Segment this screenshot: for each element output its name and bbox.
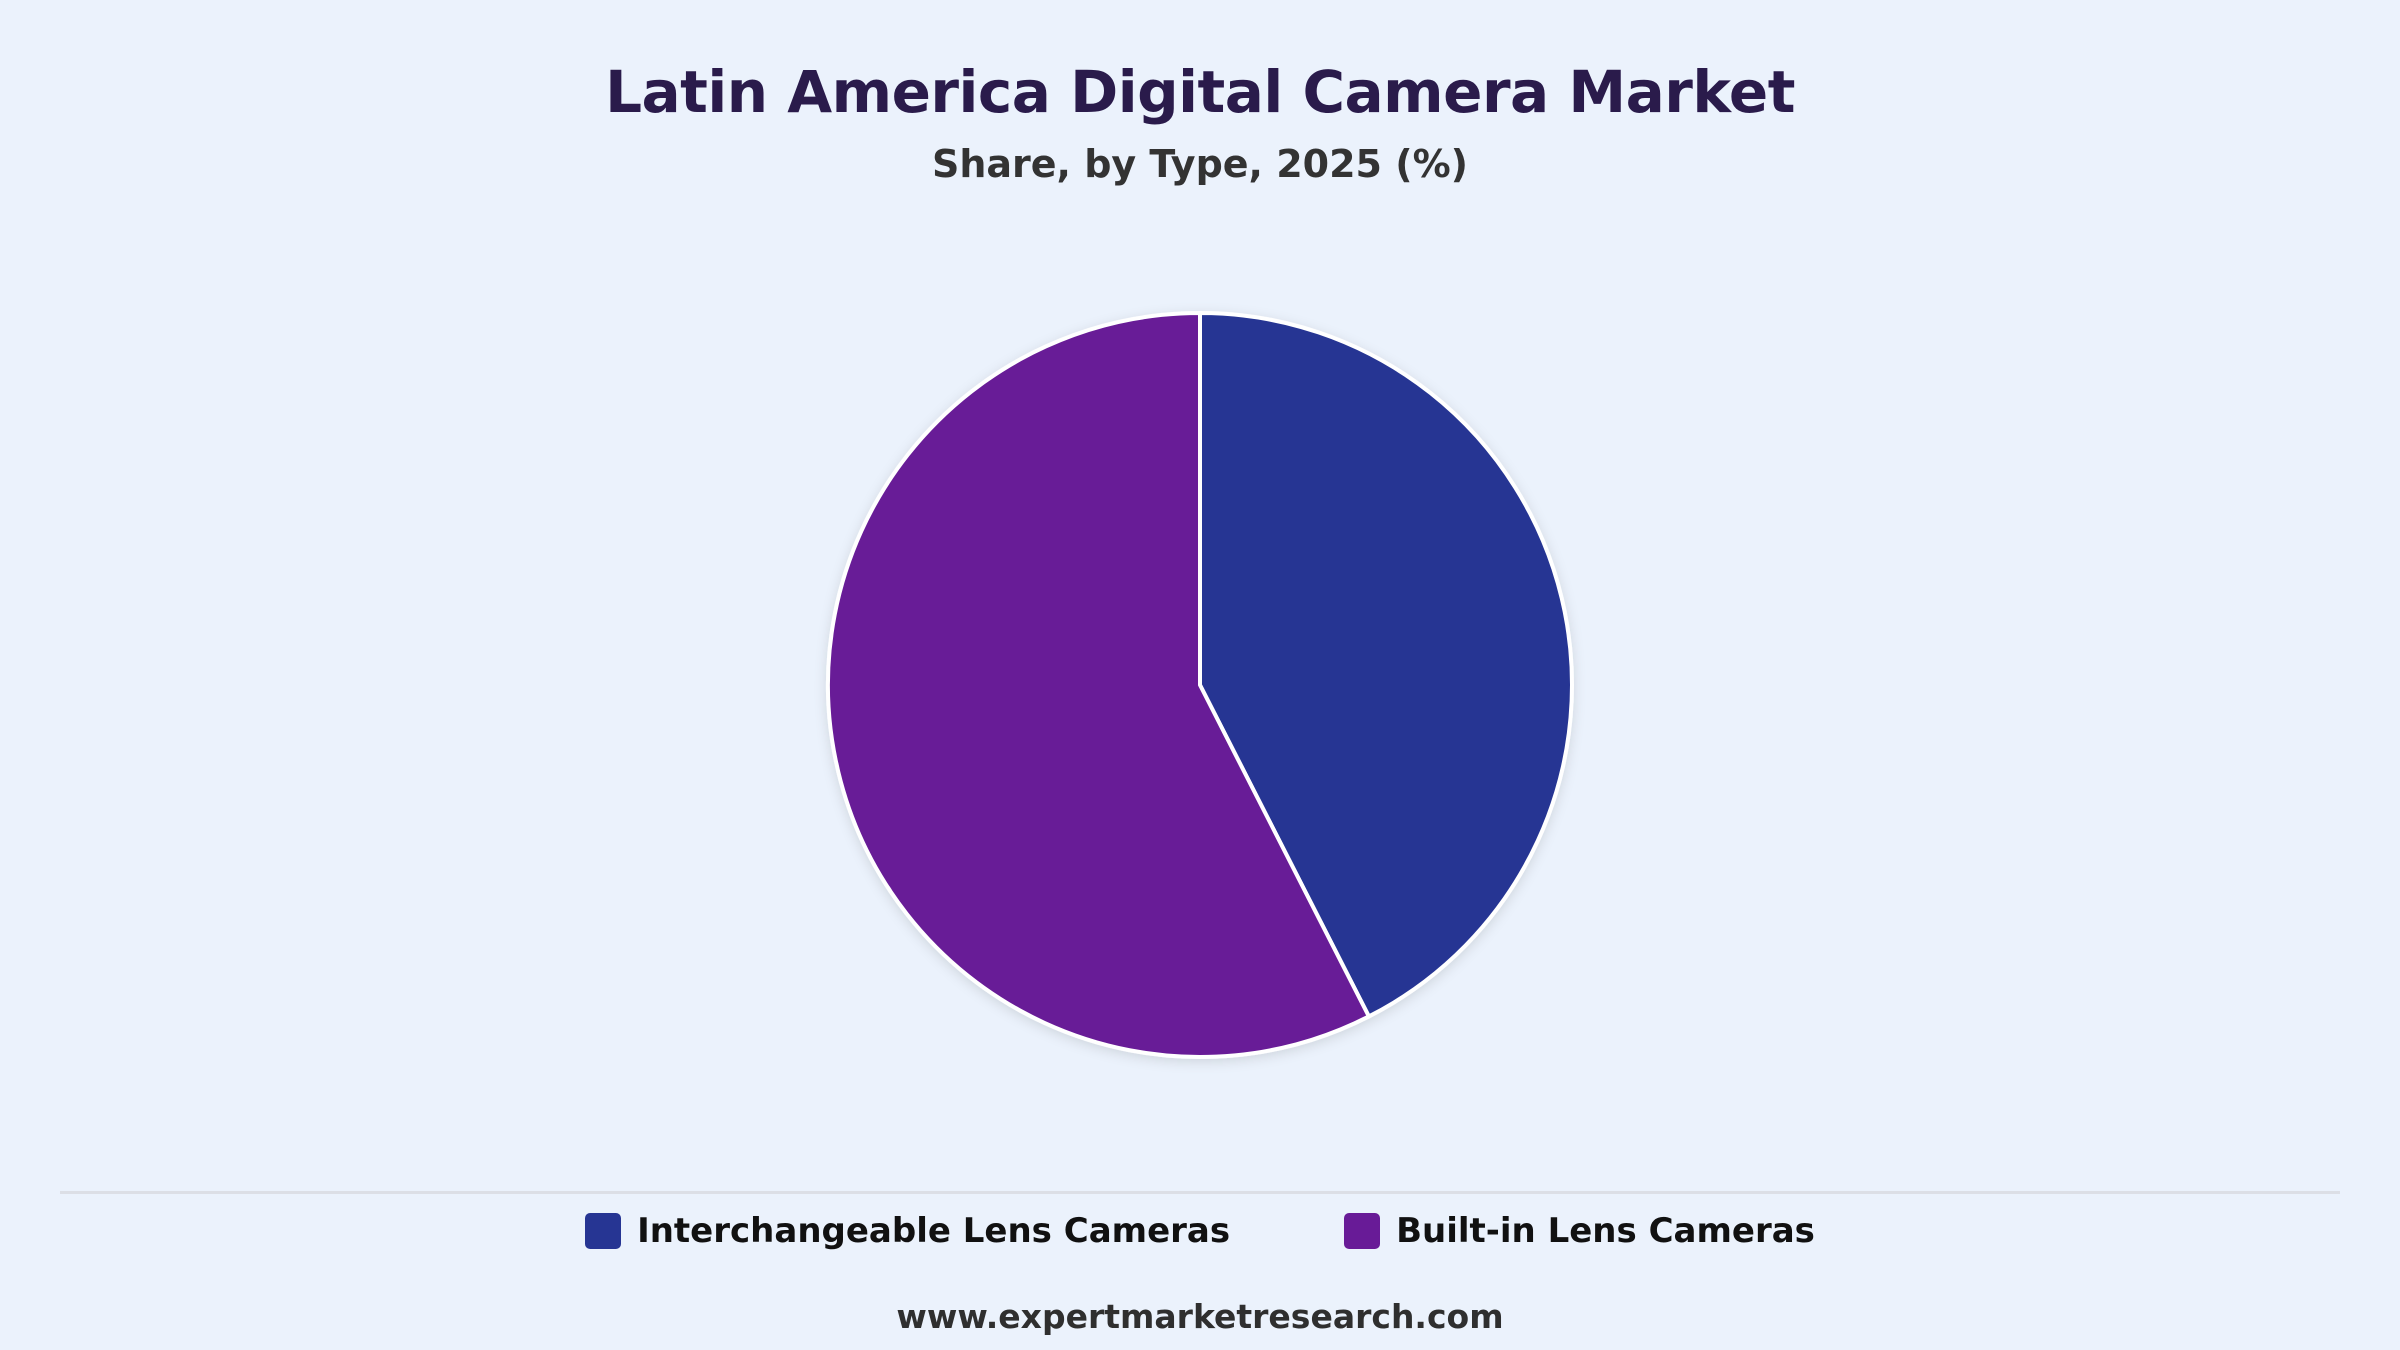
pie-slice-interchangeable-lens-cameras[interactable] [1198, 311, 1574, 1019]
pie-slice-built-in-lens-cameras[interactable] [826, 311, 1371, 1059]
legend-swatch-interchangeable-lens-cameras [585, 1213, 622, 1249]
legend-swatch-built-in-lens-cameras [1344, 1213, 1381, 1249]
legend-divider [60, 1191, 2340, 1194]
chart-title: Latin America Digital Camera Market [605, 58, 1795, 126]
legend-item-built-in-lens-cameras[interactable]: Built-in Lens Cameras [1344, 1211, 1815, 1251]
source-url: www.expertmarketresearch.com [896, 1297, 1504, 1336]
chart-subtitle: Share, by Type, 2025 (%) [931, 142, 1469, 186]
legend: Interchangeable Lens Cameras Built-in Le… [0, 1206, 2400, 1256]
legend-item-interchangeable-lens-cameras[interactable]: Interchangeable Lens Cameras [585, 1211, 1230, 1251]
legend-label-interchangeable-lens-cameras: Interchangeable Lens Cameras [637, 1211, 1231, 1251]
pie-slices [826, 311, 1574, 1059]
legend-label-built-in-lens-cameras: Built-in Lens Cameras [1396, 1211, 1815, 1251]
